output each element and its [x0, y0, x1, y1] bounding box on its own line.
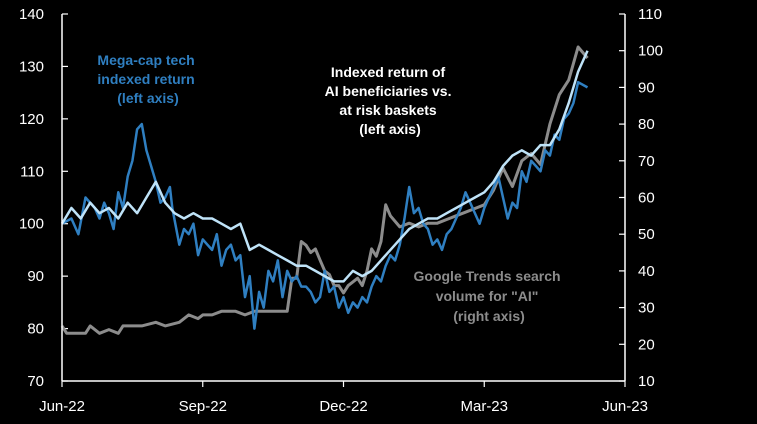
annotation-ai-line-2: AI beneficiaries vs. [325, 83, 452, 99]
right-tick-label: 90 [638, 79, 655, 96]
annotation-ai-line-4: (left axis) [359, 121, 420, 137]
right-tick-label: 60 [638, 190, 655, 207]
left-axis-ticks: 70 80 90 100 110 120 130 140 [19, 6, 68, 390]
annotation-trends-line-1: Google Trends search [414, 268, 561, 284]
axes [61, 14, 626, 382]
left-tick-label: 70 [27, 373, 44, 390]
x-tick-label: Dec-22 [319, 398, 367, 415]
x-tick-label: Jun-23 [602, 398, 648, 415]
series-layer [60, 45, 589, 335]
left-tick-label: 80 [27, 321, 44, 338]
annotation-trends-line-2: volume for "AI" [436, 288, 539, 304]
right-tick-label: 110 [638, 6, 662, 23]
left-tick-label: 90 [27, 268, 44, 285]
series-line-ai-beneficiaries [60, 50, 589, 283]
left-tick-label: 100 [19, 216, 44, 233]
annotation-ai-beneficiaries: Indexed return of AI beneficiaries vs. a… [325, 64, 456, 137]
right-tick-label: 70 [638, 153, 655, 170]
annotation-ai-line-3: at risk baskets [339, 102, 436, 118]
left-tick-label: 140 [19, 6, 44, 23]
right-axis-ticks: 10 20 30 40 50 60 70 80 90 100 110 [619, 6, 663, 390]
x-tick-label: Jun-22 [39, 398, 85, 415]
series-line-megacap-tech [61, 80, 589, 330]
annotation-google-trends: Google Trends search volume for "AI" (ri… [414, 268, 565, 324]
right-tick-label: 40 [638, 263, 655, 280]
x-axis-ticks: Jun-22 Sep-22 Dec-22 Mar-23 Jun-23 [39, 381, 648, 415]
annotation-ai-line-1: Indexed return of [331, 64, 446, 80]
annotation-megacap-tech: Mega-cap tech indexed return (left axis) [97, 52, 198, 106]
right-tick-label: 30 [638, 300, 655, 317]
x-tick-label: Sep-22 [179, 398, 227, 415]
right-tick-label: 50 [638, 226, 655, 243]
series-line-google-trends [60, 45, 589, 335]
annotation-trends-line-3: (right axis) [453, 308, 525, 324]
left-tick-label: 110 [20, 163, 44, 180]
left-tick-label: 130 [19, 58, 44, 75]
annotation-megacap-line-3: (left axis) [117, 90, 178, 106]
left-tick-label: 120 [19, 111, 44, 128]
x-tick-label: Mar-23 [460, 398, 508, 415]
right-tick-label: 20 [638, 336, 655, 353]
right-tick-label: 100 [638, 43, 663, 60]
right-tick-label: 80 [638, 116, 655, 133]
right-tick-label: 10 [638, 373, 655, 390]
annotation-megacap-line-2: indexed return [97, 71, 194, 87]
annotation-megacap-line-1: Mega-cap tech [97, 52, 194, 68]
